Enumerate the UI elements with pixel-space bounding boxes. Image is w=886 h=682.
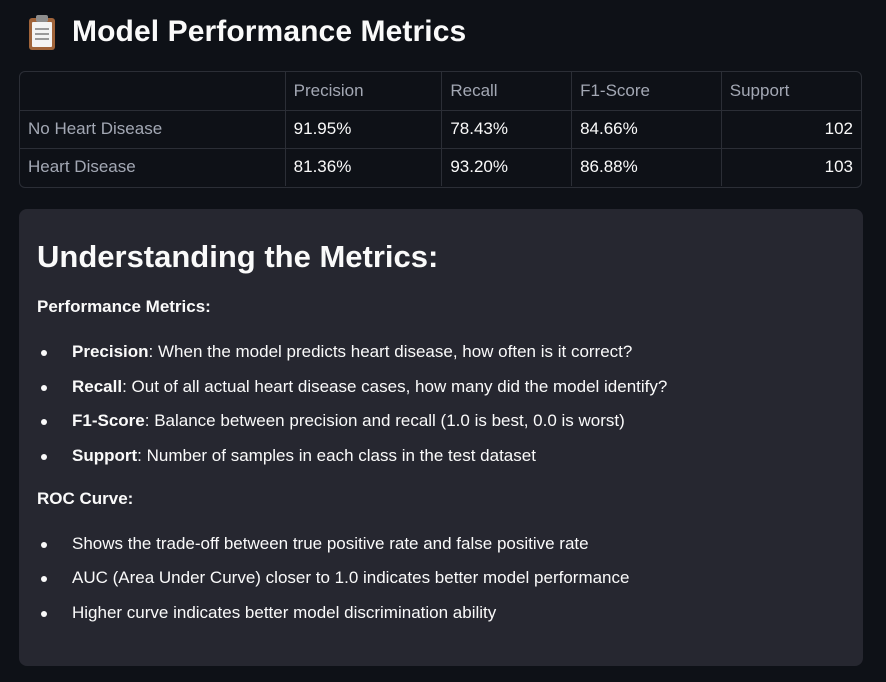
performance-metrics-list: Precision: When the model predicts heart… xyxy=(37,339,845,469)
row-label: No Heart Disease xyxy=(20,110,286,149)
recall-cell: 78.43% xyxy=(441,110,573,149)
roc-curve-list: Shows the trade-off between true positiv… xyxy=(37,531,845,626)
metrics-table[interactable]: Precision Recall F1-Score Support No Hea… xyxy=(19,71,862,188)
clipboard-icon xyxy=(28,14,56,50)
list-item: F1-Score: Balance between precision and … xyxy=(41,408,845,434)
term-support: Support xyxy=(72,445,138,465)
definition-text: Balance between precision and recall (1.… xyxy=(149,411,625,430)
f1-score-cell: 86.88% xyxy=(571,148,722,186)
table-header-row: Precision Recall F1-Score Support xyxy=(20,72,861,111)
term-separator: : xyxy=(137,445,142,465)
list-item: Recall: Out of all actual heart disease … xyxy=(41,374,845,400)
list-item: Support: Number of samples in each class… xyxy=(41,443,845,469)
term-separator: : xyxy=(122,376,127,396)
list-item: Precision: When the model predicts heart… xyxy=(41,339,845,365)
term-recall: Recall xyxy=(72,376,123,396)
f1-score-cell: 84.66% xyxy=(571,110,722,149)
definition-text: When the model predicts heart disease, h… xyxy=(153,342,633,361)
precision-cell: 81.36% xyxy=(285,148,443,186)
column-header-index[interactable] xyxy=(20,72,286,111)
support-cell: 102 xyxy=(721,110,861,149)
definition-text: Number of samples in each class in the t… xyxy=(141,445,536,465)
page-title: Model Performance Metrics xyxy=(72,15,467,48)
row-label: Heart Disease xyxy=(20,148,286,186)
table-row: No Heart Disease 91.95% 78.43% 84.66% 10… xyxy=(20,110,861,149)
table-row: Heart Disease 81.36% 93.20% 86.88% 103 xyxy=(20,148,861,186)
performance-metrics-heading: Performance Metrics: xyxy=(37,297,211,316)
term-separator: : xyxy=(148,342,154,361)
column-header-support[interactable]: Support xyxy=(721,72,861,111)
recall-cell: 93.20% xyxy=(441,148,573,186)
term-separator: : xyxy=(144,411,150,430)
term-precision: Precision xyxy=(72,342,149,361)
precision-cell: 91.95% xyxy=(285,110,443,149)
metrics-explanation-card: Understanding the Metrics: Performance M… xyxy=(19,209,863,666)
term-f1-score: F1-Score xyxy=(72,411,145,430)
support-cell: 103 xyxy=(824,157,853,177)
card-title: Understanding the Metrics: xyxy=(37,239,439,274)
column-header-precision[interactable]: Precision xyxy=(285,72,443,111)
list-item: Shows the trade-off between true positiv… xyxy=(41,531,845,557)
roc-curve-heading: ROC Curve: xyxy=(37,488,134,508)
page-header: Model Performance Metrics xyxy=(28,12,466,52)
list-item: Higher curve indicates better model disc… xyxy=(41,600,845,626)
list-item: AUC (Area Under Curve) closer to 1.0 ind… xyxy=(41,565,845,591)
definition-text: Out of all actual heart disease cases, h… xyxy=(126,376,668,396)
column-header-f1-score[interactable]: F1-Score xyxy=(571,72,722,111)
column-header-recall[interactable]: Recall xyxy=(441,72,573,111)
